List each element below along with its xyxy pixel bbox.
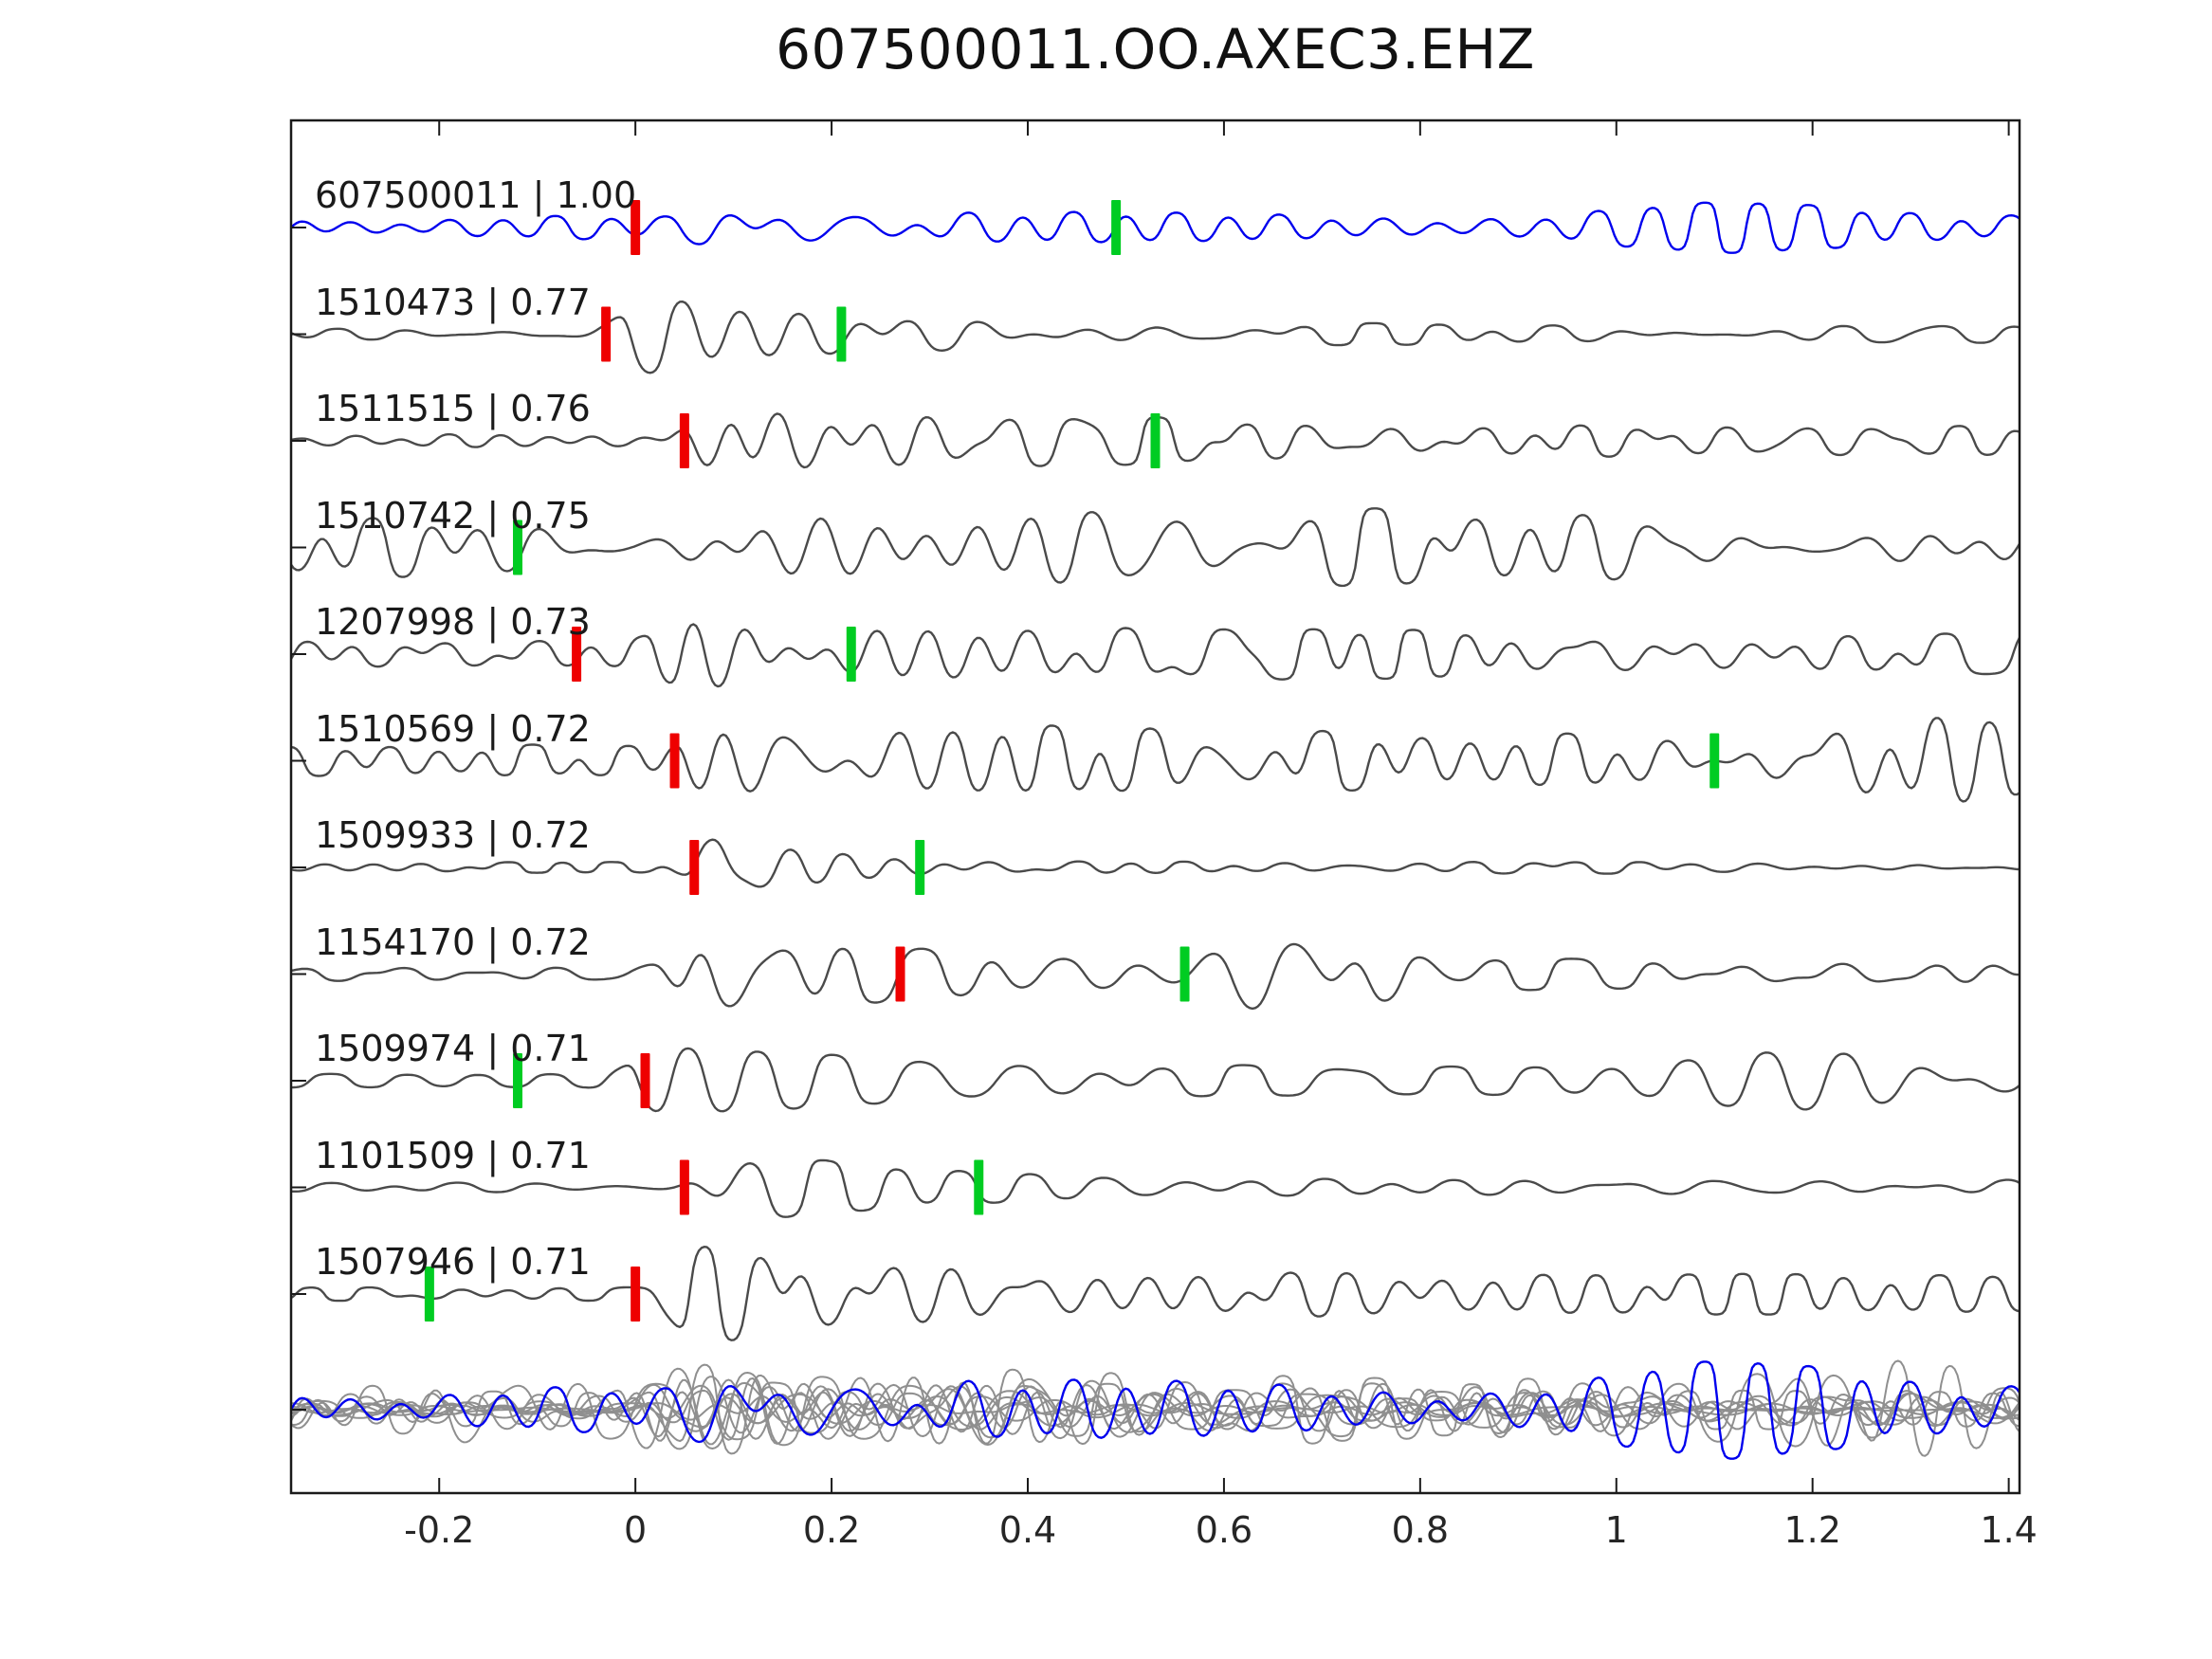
- overlay-trace-path: [291, 1381, 2020, 1441]
- pick-marker-green: [1179, 946, 1190, 1002]
- pick-marker-red: [895, 946, 905, 1002]
- pick-marker-green: [846, 627, 856, 682]
- pick-marker-red: [572, 627, 582, 682]
- match-trace-path: [291, 1047, 2020, 1113]
- x-tick-label: 1.4: [1980, 1509, 2038, 1551]
- pick-marker-red: [631, 200, 641, 255]
- pick-marker-red: [601, 306, 612, 362]
- trace-label: 607500011 | 1.00: [315, 174, 637, 216]
- pick-marker-red: [679, 413, 689, 468]
- pick-marker-green: [974, 1159, 984, 1215]
- pick-marker-green: [1150, 413, 1161, 468]
- pick-marker-red: [640, 1053, 650, 1108]
- x-tick-label: 1.2: [1783, 1509, 1841, 1551]
- pick-marker-green: [512, 1053, 522, 1108]
- pick-marker-red: [631, 1267, 641, 1322]
- match-trace-path: [291, 1246, 2020, 1341]
- pick-marker-green: [512, 520, 522, 575]
- overlay-template-path: [291, 1360, 2020, 1460]
- match-trace-path: [291, 301, 2020, 374]
- trace-label: 1507946 | 0.71: [315, 1241, 591, 1283]
- x-tick-label: 0.6: [1195, 1509, 1253, 1551]
- match-trace-path: [291, 1158, 2020, 1218]
- match-trace-path: [291, 838, 2020, 888]
- match-trace-path: [291, 507, 2020, 588]
- trace-label: 1510473 | 0.77: [315, 281, 591, 323]
- trace-label: 1207998 | 0.73: [315, 601, 591, 643]
- pick-marker-green: [1709, 733, 1720, 789]
- pick-marker-green: [1111, 200, 1122, 255]
- pick-marker-green: [836, 306, 847, 362]
- trace-label: 1101509 | 0.71: [315, 1134, 591, 1176]
- plot-border: [289, 118, 2021, 1495]
- x-tick-label: -0.2: [404, 1509, 475, 1551]
- x-tick-label: 0.8: [1391, 1509, 1450, 1551]
- match-trace-path: [291, 942, 2020, 1011]
- x-tick-label: 0: [624, 1509, 648, 1551]
- x-tick-label: 0.4: [998, 1509, 1057, 1551]
- trace-label: 1511515 | 0.76: [315, 388, 591, 429]
- overlay-trace-path: [291, 1367, 2020, 1449]
- trace-label: 1154170 | 0.72: [315, 921, 591, 963]
- x-tick-label: 0.2: [802, 1509, 861, 1551]
- trace-label: 1510742 | 0.75: [315, 494, 591, 537]
- pick-marker-red: [669, 733, 680, 789]
- trace-label: 1509933 | 0.72: [315, 814, 591, 856]
- pick-marker-green: [424, 1267, 434, 1322]
- overlay-trace-path: [291, 1363, 2020, 1455]
- trace-label: 1509974 | 0.71: [315, 1028, 591, 1069]
- trace-label: 1510569 | 0.72: [315, 707, 591, 750]
- template-trace-path: [291, 201, 2020, 254]
- pick-marker-red: [689, 840, 700, 895]
- pick-marker-red: [679, 1159, 689, 1215]
- figure-title: 607500011.OO.AXEC3.EHZ: [776, 17, 1535, 82]
- match-trace-path: [291, 717, 2020, 803]
- x-tick-label: 1: [1604, 1509, 1628, 1551]
- pick-marker-green: [915, 840, 925, 895]
